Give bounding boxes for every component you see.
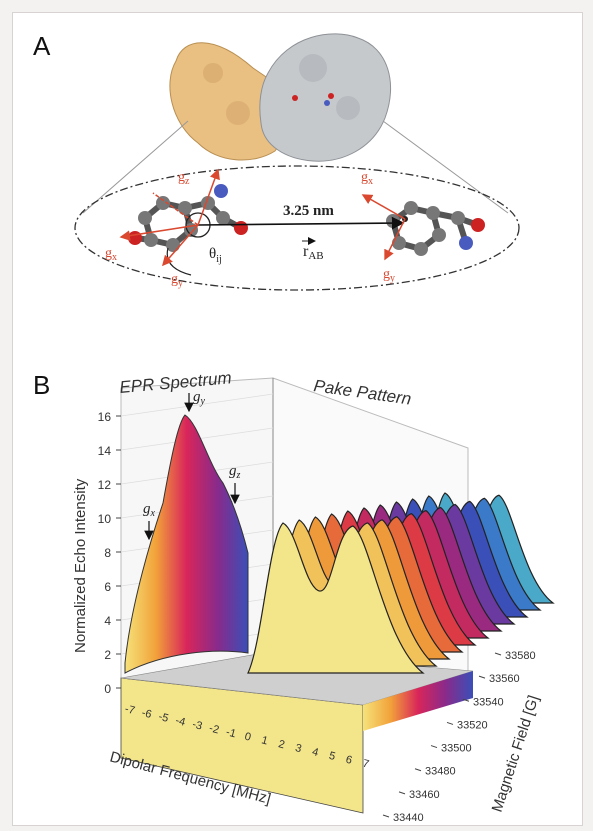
color-strip <box>363 671 473 731</box>
z-tick <box>414 768 422 772</box>
y-tick-label: 10 <box>98 512 112 526</box>
zoom-line-right <box>382 120 509 214</box>
angle-label: θij <box>209 246 222 265</box>
right-spin-label <box>386 201 485 256</box>
x-tick-label: 6 <box>344 754 353 767</box>
z-tick <box>478 675 486 679</box>
distance-arrow <box>197 216 405 230</box>
zoom-line-left <box>82 120 189 214</box>
pake-ridges <box>247 492 555 674</box>
y-tick-label: 4 <box>104 614 111 628</box>
z-tick-label: 33580 <box>505 650 536 662</box>
y-axis: 0 2 4 6 8 10 12 14 16 <box>98 410 121 696</box>
y-axis-title: Normalized Echo Intensity <box>72 478 89 653</box>
y-tick-label: 6 <box>104 580 111 594</box>
x-tick-label: -4 <box>174 715 187 729</box>
x-tick-label: -6 <box>140 707 153 721</box>
y-tick-label: 0 <box>104 682 111 696</box>
gz-marker-label: gz <box>229 463 241 481</box>
left-spin-label <box>128 184 248 252</box>
x-tick-label: 4 <box>311 746 320 759</box>
x-tick-label: -7 <box>123 703 136 717</box>
x-tick-label: -1 <box>225 726 238 740</box>
left-g-axes <box>119 168 220 267</box>
left-gy-label: gy <box>171 272 183 289</box>
pake-ridge <box>247 522 425 674</box>
g-markers: gy gz gx <box>143 389 241 541</box>
z-tick <box>398 791 406 795</box>
z-tick-label: 33560 <box>489 673 520 685</box>
x-tick-label: 5 <box>328 750 337 763</box>
gy-marker-label: gy <box>193 389 206 407</box>
z-tick <box>462 698 470 702</box>
x-axis: -7 -6 -5 -4 -3 -2 -1 0 1 2 3 4 5 6 7 <box>123 703 370 771</box>
x-tick-label: 1 <box>260 734 269 747</box>
y-tick-label: 2 <box>104 648 111 662</box>
z-tick-label: 33440 <box>393 812 424 823</box>
protein-surface <box>169 33 392 162</box>
x-tick-label: -2 <box>208 722 221 736</box>
y-tick-label: 16 <box>98 410 112 424</box>
z-axis: 33440 33460 33480 33500 33520 33540 33560 33580 <box>382 650 536 823</box>
x-tick-label: 3 <box>294 742 303 755</box>
z-tick <box>494 652 502 656</box>
x-tick-label: -5 <box>157 711 170 725</box>
z-tick-label: 33500 <box>441 743 472 755</box>
figure-frame: A <box>12 12 583 826</box>
panel-b-plot: EPR Spectrum Pake Pattern 0246810121416 … <box>72 368 555 823</box>
distance-label: 3.25 nm <box>283 203 334 219</box>
y-tick-label: 14 <box>98 444 112 458</box>
x-tick-label: 2 <box>277 738 286 751</box>
gx-marker-label: gx <box>143 501 156 519</box>
panel-a-diagram: 3.25 nm rAB θij gz gx gy gx gy <box>74 33 520 291</box>
z-axis-title: Magnetic Field [G] <box>489 693 543 814</box>
z-tick <box>382 814 390 818</box>
x-tick-label: 7 <box>361 758 370 771</box>
x-tick-label: -3 <box>191 718 204 732</box>
left-gx-label: gx <box>105 246 117 263</box>
right-g-axes <box>361 194 406 261</box>
protein-right-lobe <box>259 33 392 162</box>
wall-gridline <box>120 393 274 417</box>
z-tick-label: 33520 <box>457 719 488 731</box>
left-gz-label: gz <box>178 170 190 187</box>
z-tick <box>446 721 454 725</box>
y-tick-label: 8 <box>104 546 111 560</box>
epr-spectrum-surface <box>124 414 249 674</box>
z-tick-label: 33540 <box>473 696 504 708</box>
z-tick-label: 33460 <box>409 789 440 801</box>
x-tick-label: 0 <box>243 731 252 744</box>
right-gy-label: gy <box>383 267 395 284</box>
z-tick-label: 33480 <box>425 766 456 778</box>
y-tick-label: 12 <box>98 478 112 492</box>
panel-a-label: A <box>33 31 51 61</box>
zoom-ellipse <box>74 165 520 291</box>
right-gx-label: gx <box>361 170 373 187</box>
vector-label: rAB <box>303 243 324 262</box>
angle-arc <box>166 247 192 276</box>
panel-b-label: B <box>33 370 51 400</box>
z-tick <box>430 745 438 749</box>
